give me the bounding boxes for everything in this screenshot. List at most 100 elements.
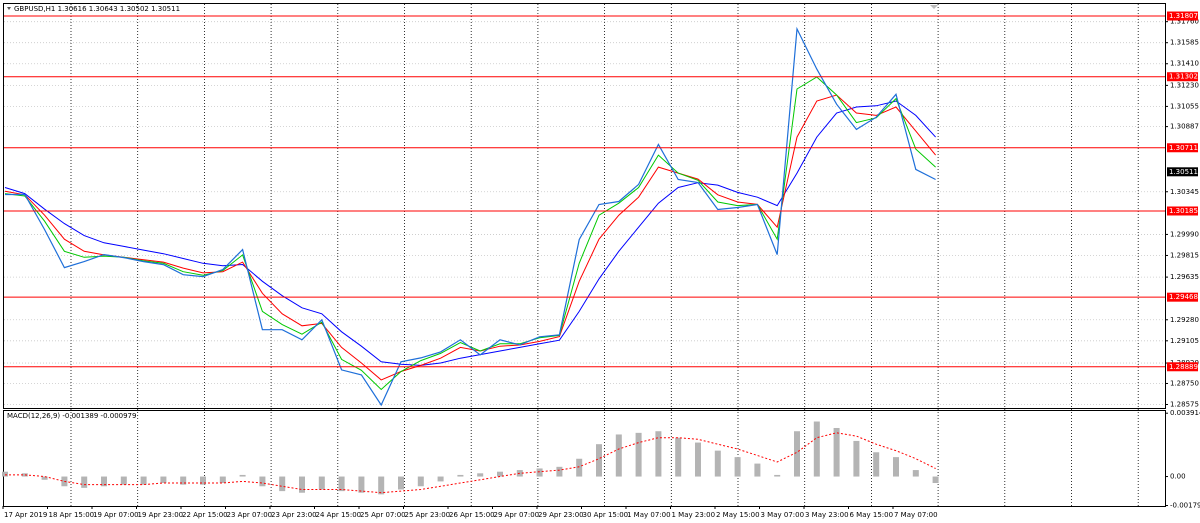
macd-bar	[41, 476, 48, 480]
macd-bar	[556, 466, 563, 477]
macd-bar	[239, 474, 246, 477]
macd-pane	[3, 410, 1166, 507]
macd-bar	[21, 473, 28, 477]
macd-bar	[675, 437, 682, 477]
macd-bar	[873, 452, 880, 477]
y-tick-label: 1.29815	[1170, 251, 1199, 259]
level-label-bg	[1167, 143, 1198, 153]
macd-bar	[813, 421, 820, 477]
x-tick-label: 17 Apr 2019	[4, 511, 47, 519]
current-price-label: 1.30511	[1169, 168, 1198, 176]
y-tick-label: 1.29990	[1170, 230, 1199, 238]
macd-bar	[417, 476, 424, 487]
macd-bar	[615, 434, 622, 477]
macd-bar	[655, 431, 662, 477]
y-tick-label: 1.28750	[1170, 379, 1199, 387]
macd-bar	[81, 476, 88, 488]
macd-bar	[734, 457, 741, 477]
macd-signal	[5, 432, 936, 494]
macd-bar	[219, 476, 226, 484]
macd-bar	[536, 468, 543, 477]
y-tick-label: 1.28575	[1170, 401, 1199, 409]
x-tick-label: 19 Apr 23:00	[138, 511, 184, 519]
y-tick-label: 1.31410	[1170, 60, 1199, 68]
y-tick-label: 1.29105	[1170, 337, 1199, 345]
macd-bar	[437, 476, 444, 482]
x-tick-label: 3 May 23:00	[805, 511, 849, 519]
macd-bar	[774, 474, 781, 477]
level-label: 1.28889	[1169, 363, 1198, 371]
x-tick-label: 23 Apr 23:00	[271, 511, 317, 519]
macd-bar	[457, 474, 464, 477]
macd-bar	[853, 440, 860, 477]
y-tick-label: 1.30887	[1170, 123, 1199, 131]
x-tick-label: 18 Apr 15:00	[49, 511, 95, 519]
level-label-bg	[1167, 11, 1198, 21]
macd-bar	[576, 458, 583, 477]
x-tick-label: 29 Apr 23:00	[538, 511, 584, 519]
macd-bar	[754, 463, 761, 477]
x-tick-label: 2 May 15:00	[716, 511, 760, 519]
macd-bar	[140, 476, 147, 485]
x-tick-label: 23 Apr 07:00	[227, 511, 273, 519]
macd-bar	[338, 476, 345, 492]
macd-bar	[477, 473, 484, 477]
macd-bar	[893, 457, 899, 477]
level-label: 1.30711	[1169, 144, 1198, 152]
y-tick-label: 1.30345	[1170, 188, 1199, 196]
shift-marker	[930, 5, 938, 9]
level-label-bg	[1167, 72, 1198, 82]
macd-bar	[358, 476, 365, 493]
macd-bar	[912, 470, 919, 477]
grid	[2, 4, 1168, 509]
price-line	[5, 26, 936, 407]
macd-bar	[833, 427, 840, 477]
level-label-bg	[1167, 292, 1198, 302]
x-tick-label: 22 Apr 15:00	[182, 511, 228, 519]
x-tick-label: 26 Apr 15:00	[449, 511, 495, 519]
macd-bar	[279, 476, 286, 492]
macd-bar	[200, 476, 206, 485]
y-tick-label: 1.31230	[1170, 81, 1199, 89]
macd-bar	[794, 431, 800, 477]
macd-bar	[318, 476, 325, 490]
level-label: 1.30185	[1169, 207, 1198, 215]
level-label: 1.29468	[1169, 293, 1198, 301]
macd-bar	[120, 476, 127, 485]
x-tick-label: 3 May 07:00	[761, 511, 805, 519]
macd-title: MACD(12,26,9) -0.001389 -0.000979	[7, 412, 136, 420]
x-tick-label: 19 Apr 07:00	[93, 511, 139, 519]
level-label-bg	[1167, 362, 1198, 372]
macd-bar	[101, 476, 107, 487]
macd-y-tick-label: 0.00	[1170, 473, 1186, 481]
x-tick-label: 1 May 07:00	[627, 511, 671, 519]
x-tick-label: 6 May 15:00	[850, 511, 894, 519]
x-tick-label: 29 Apr 07:00	[494, 511, 540, 519]
macd-bar	[180, 476, 187, 485]
macd-bar	[259, 476, 266, 487]
macd-bar	[398, 476, 404, 490]
macd-bar	[596, 444, 602, 477]
x-tick-label: 24 Apr 15:00	[316, 511, 362, 519]
main-pane	[3, 3, 1166, 409]
y-tick-label: 1.31585	[1170, 39, 1199, 47]
level-label: 1.31807	[1169, 12, 1198, 20]
level-label-bg	[1167, 206, 1198, 216]
y-tick-label: 1.29635	[1170, 273, 1199, 281]
macd-bar	[516, 470, 523, 477]
macd-bar	[2, 471, 8, 477]
x-tick-label: 25 Apr 07:00	[360, 511, 406, 519]
macd-bar	[932, 476, 939, 484]
x-tick-label: 30 Apr 15:00	[583, 511, 629, 519]
chart-title: GBPUSD,H1 1.30616 1.30643 1.30502 1.3051…	[14, 5, 180, 13]
macd-bar	[714, 450, 721, 477]
moving-average	[4, 100, 936, 366]
macd-bar	[299, 476, 305, 493]
macd-bar	[378, 476, 385, 495]
macd-bar	[695, 442, 701, 477]
macd-bar	[497, 471, 503, 477]
y-tick-label: 1.29280	[1170, 316, 1199, 324]
